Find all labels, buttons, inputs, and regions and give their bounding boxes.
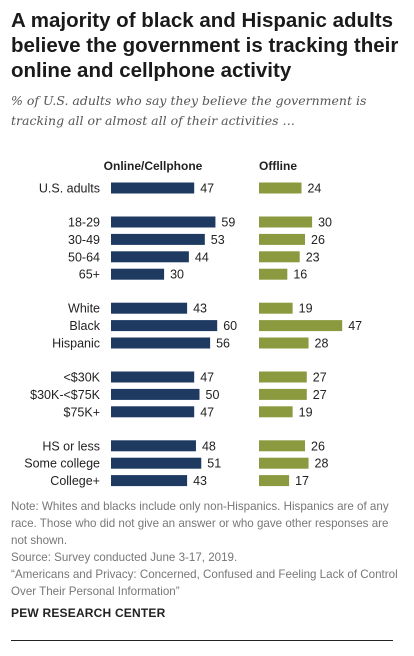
bar-offline [259, 216, 313, 228]
row-label: HS or less [42, 439, 100, 453]
bar-offline [259, 406, 293, 418]
bar-online [111, 251, 189, 263]
bar-offline [259, 371, 307, 383]
organization-name: PEW RESEARCH CENTER [11, 606, 166, 620]
chart-subtitle: % of U.S. adults who say they believe th… [11, 93, 367, 128]
value-offline: 27 [313, 371, 327, 385]
value-offline: 19 [299, 302, 313, 316]
bar-online [111, 337, 211, 349]
bar-online [111, 388, 200, 400]
bar-offline [259, 457, 309, 469]
value-offline: 27 [313, 388, 327, 402]
row-label: Black [69, 319, 100, 333]
bar-online [111, 216, 216, 228]
bar-offline [259, 233, 306, 245]
row-label: $75K+ [64, 405, 101, 419]
footnotes: Note: Whites and blacks include only non… [11, 498, 407, 600]
row-label: 65+ [79, 268, 100, 282]
source-text: Source: Survey conducted June 3-17, 2019… [11, 551, 238, 564]
row-label: 30-49 [68, 233, 100, 247]
bar-offline [259, 320, 343, 332]
bar-online [111, 233, 205, 245]
value-online: 47 [200, 182, 214, 196]
value-offline: 26 [311, 439, 325, 453]
value-offline: 28 [315, 457, 329, 471]
value-offline: 47 [348, 319, 362, 333]
row-label: White [68, 302, 100, 316]
value-online: 43 [193, 474, 207, 488]
note-text: Note: Whites and blacks include only non… [11, 500, 389, 547]
value-online: 53 [211, 233, 225, 247]
value-offline: 16 [293, 268, 307, 282]
row-label: U.S. adults [39, 182, 100, 196]
bar-online [111, 475, 188, 487]
bar-online [111, 182, 195, 194]
value-online: 50 [206, 388, 220, 402]
bar-online [111, 457, 202, 469]
value-online: 48 [202, 439, 216, 453]
value-online: 44 [195, 250, 209, 264]
bar-offline [259, 182, 302, 194]
value-online: 56 [216, 337, 230, 351]
bar-chart: Online/Cellphone Offline U.S. adults 47 24 18… [24, 159, 362, 488]
value-online: 30 [170, 268, 184, 282]
bar-offline [259, 440, 306, 452]
bar-offline [259, 475, 290, 487]
row-label: College+ [50, 474, 100, 488]
bar-online [111, 268, 165, 280]
row-label: <$30K [64, 371, 101, 385]
bar-online [111, 302, 188, 314]
bar-offline [259, 251, 300, 263]
value-online: 59 [221, 216, 235, 230]
bar-offline [259, 337, 309, 349]
value-online: 43 [193, 302, 207, 316]
value-online: 60 [223, 319, 237, 333]
value-online: 47 [200, 405, 214, 419]
bar-offline [259, 388, 307, 400]
value-offline: 30 [318, 216, 332, 230]
bar-offline [259, 302, 293, 314]
row-label: $30K-<$75K [30, 388, 101, 402]
legend-online: Online/Cellphone [104, 159, 203, 173]
row-label: 50-64 [68, 250, 100, 264]
legend-offline: Offline [259, 159, 297, 173]
value-offline: 28 [315, 337, 329, 351]
value-offline: 24 [307, 182, 321, 196]
row-label: 18-29 [68, 216, 100, 230]
report-title-text: “Americans and Privacy: Concerned, Confu… [11, 568, 398, 598]
bar-offline [259, 268, 288, 280]
bottom-rule [11, 640, 393, 641]
value-offline: 19 [299, 405, 313, 419]
value-offline: 23 [306, 250, 320, 264]
bar-online [111, 440, 196, 452]
bar-online [111, 406, 195, 418]
chart-title: A majority of black and Hispanic adults … [11, 9, 399, 82]
value-online: 47 [200, 371, 214, 385]
value-offline: 17 [295, 474, 309, 488]
bar-online [111, 320, 218, 332]
value-online: 51 [207, 457, 221, 471]
value-offline: 26 [311, 233, 325, 247]
row-label: Some college [24, 457, 100, 471]
row-label: Hispanic [52, 337, 100, 351]
bar-online [111, 371, 195, 383]
